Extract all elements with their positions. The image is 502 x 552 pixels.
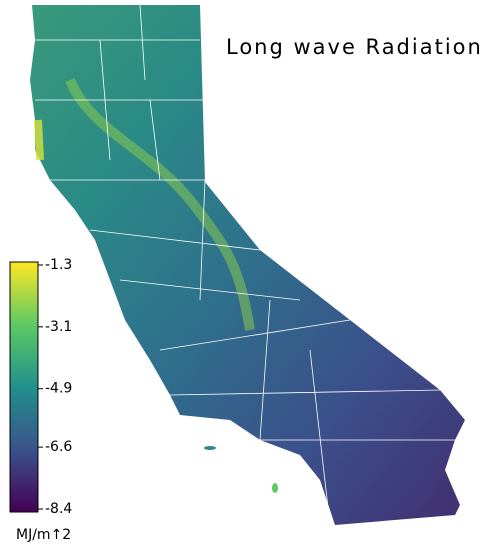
colorbar xyxy=(9,261,39,513)
colorbar-label: MJ/m↑2 xyxy=(16,527,71,543)
colorbar-tick-label: -4.9 xyxy=(45,381,72,397)
coast-band xyxy=(34,119,44,161)
county-lines xyxy=(32,4,460,526)
colorbar-tick-label: -6.6 xyxy=(45,439,72,455)
map-title: Long wave Radiation xyxy=(226,35,483,59)
colorbar-tick-label: -1.3 xyxy=(45,257,72,273)
island xyxy=(272,483,278,493)
colorbar-tick-label: -8.4 xyxy=(45,501,72,517)
colorbar-tick-label: -3.1 xyxy=(45,319,72,335)
state-shape xyxy=(30,5,465,525)
island xyxy=(204,446,216,450)
highland-band xyxy=(65,78,255,331)
california-map xyxy=(30,4,465,526)
